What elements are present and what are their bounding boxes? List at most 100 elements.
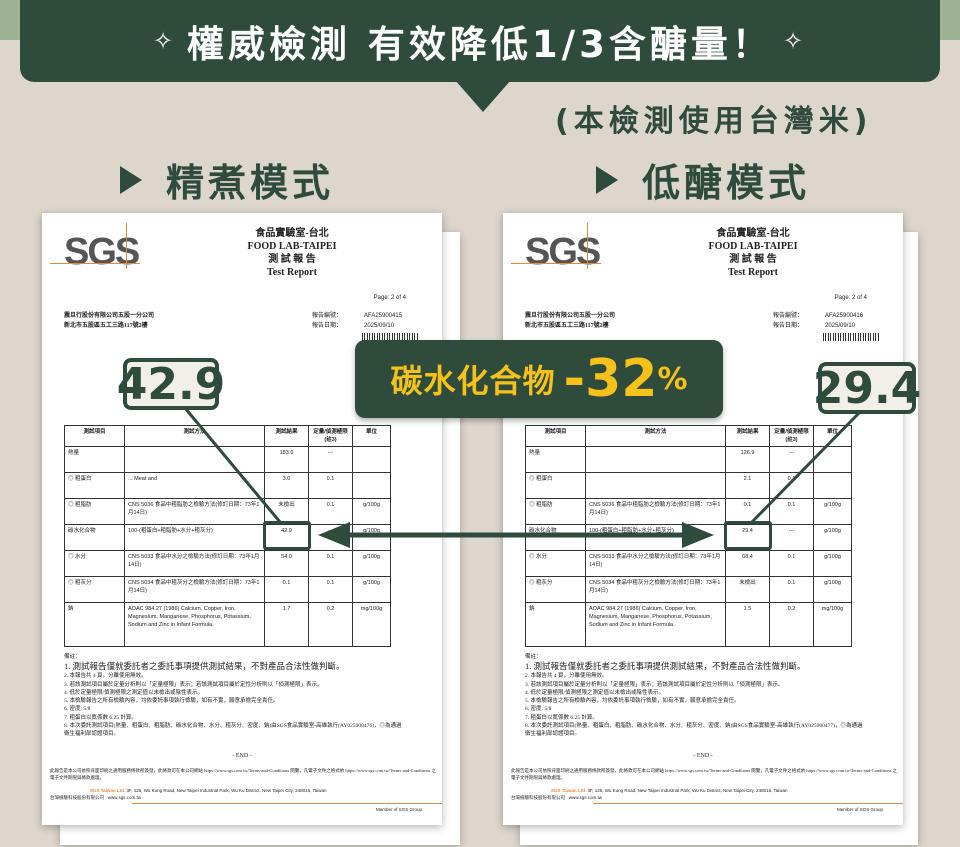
play-triangle-icon (120, 165, 142, 194)
method-cell: CNS 5033 食品中水分之檢驗方法(修訂日期：73年1月14日) (585, 550, 726, 577)
arrow-right-head-icon (682, 522, 714, 548)
company-name-en: SGS Taiwan Ltd. (90, 788, 126, 793)
note-item: 2. 本報告共 4 頁，分離使用無效。 (525, 673, 608, 680)
barcode (823, 333, 879, 341)
loq-cell: 0.1 (308, 498, 353, 525)
headline-banner: ✧ 權威檢測 有效降低1/3含醣量！ ✧ (20, 0, 940, 82)
note-item: 5. 本檢驗報告之所有檢驗內容，均依委託事項執行檢驗，如有不實，願意承擔完全責任… (64, 698, 279, 705)
notes-title: 備註： (64, 654, 81, 660)
footer-line (593, 803, 903, 804)
page-number: Page: 2 of 4 (373, 295, 406, 301)
end-marker: - END - (693, 753, 713, 759)
report-title-cn: 測 試 報 告 (729, 254, 777, 265)
table-header: 測試項目 測試方法 測試結果 定量/偵測極限(註3) 單位 (64, 425, 391, 447)
note-item: 8. 本次委託測試項目(熱量、粗蛋白、粗脂肪、碳水化合物、水分、粗灰分、密度、鈉… (64, 723, 402, 738)
test-report-low-sugar: SGS 食品實驗室-台北 FOOD LAB-TAIPEI 測 試 報 告 Test Re… (503, 213, 903, 825)
loq-cell: --- (308, 446, 353, 473)
note-item: 4. 低於定量極限/偵測極限之測定值以未檢出或陰性表示。 (64, 689, 204, 696)
report-date: 2025/09/10 (364, 323, 395, 329)
highlight-result-right (724, 521, 772, 550)
method-cell: CNS 5036 食品中粗脂肪之檢驗方法(修訂日期：73年1月14日) (585, 498, 726, 525)
item-cell: ◎ 粗蛋白 (525, 472, 586, 499)
unit-cell (352, 446, 391, 473)
notes-title: 備註： (525, 654, 542, 660)
carb-reduction-callout: 碳水化合物 -32 % (355, 340, 723, 418)
lab-name-cn: 食品實驗室-台北 (716, 228, 790, 239)
logo-line (126, 223, 127, 269)
play-triangle-icon (596, 165, 618, 194)
company-address: 3F, 125, Wu Kung Road, New Taipei Indust… (587, 788, 788, 793)
loq-cell: 0.2 (769, 602, 814, 647)
highlight-result-left (263, 521, 311, 550)
note-item: 6. 密度: 5/8 (64, 706, 91, 713)
mode-label-low-sugar: 低醣模式 (596, 152, 810, 207)
report-title-en: Test Report (728, 267, 778, 278)
carb-value-left: 42.9 (116, 358, 226, 410)
callout-value: -32 (563, 349, 658, 409)
table-row: ◎ 粗脂肪 CNS 5036 食品中粗脂肪之檢驗方法(修訂日期：73年1月14日)… (64, 498, 391, 525)
result-cell: 3.0 (264, 472, 309, 499)
callout-label: 碳水化合物 (390, 362, 556, 400)
item-cell: ◎ 粗灰分 (64, 576, 125, 603)
footer: SGS Taiwan Ltd. 3F, 125, Wu Kung Road, N… (511, 787, 901, 801)
notes: 備註： 1. 測試報告僅就委託者之委託事項提供測試結果，不對產品合法性做判斷。 2.… (64, 653, 404, 739)
sgs-logo: SGS (525, 231, 601, 273)
report-title-cn: 測 試 報 告 (268, 254, 316, 265)
company-name-cn: 台灣檢驗科技股份有限公司 (50, 795, 104, 800)
mode-label-text: 低醣模式 (642, 161, 811, 205)
company-address: 3F, 125, Wu Kung Road, New Taipei Indust… (126, 788, 327, 793)
website: www.sgs.com.tw (568, 795, 603, 800)
note-item: 2. 本報告共 4 頁，分離使用無效。 (64, 673, 147, 680)
method-cell (124, 446, 265, 473)
note-item: 4. 低於定量極限/偵測極限之測定值以未檢出或陰性表示。 (525, 689, 665, 696)
report-date: 2025/09/10 (825, 323, 856, 329)
method-cell (585, 446, 726, 473)
arrow-left-head-icon (318, 522, 350, 548)
results-table: 測試項目 測試方法 測試結果 定量/偵測極限(註3) 單位 熱量 126.9 --- ◎ 粗蛋白… (525, 425, 852, 647)
method-cell: AOAC 984.27 (1986) Calcium, Copper, Iron… (585, 602, 726, 647)
footer-line (132, 803, 442, 804)
report-title-en: Test Report (267, 267, 317, 278)
lab-name-en: FOOD LAB-TAIPEI (708, 241, 798, 252)
end-marker: - END - (232, 753, 252, 759)
method-cell: AOAC 984.27 (1986) Calcium, Copper, Iron… (124, 602, 265, 647)
client-info: 震旦行股份有限公司五股一分公司 新北市五股區五工三路117號2樓 (64, 311, 154, 331)
unit-cell: g/100g (813, 498, 852, 525)
note-item: 3. 若該測試項目屬於定量分析則以「定量極限」表示；若該測試項目屬於定性分析則以… (64, 681, 323, 688)
headline-text: 權威檢測 有效降低1/3含醣量！ (187, 23, 773, 66)
lab-header: 食品實驗室-台北 FOOD LAB-TAIPEI 測 試 報 告 Test Repor… (653, 227, 853, 279)
result-cell: 1.7 (264, 602, 309, 647)
client-name: 震旦行股份有限公司五股一分公司 (525, 313, 616, 319)
report-no: AFA25900415 (364, 313, 403, 319)
note-item: 8. 本次委託測試項目(熱量、粗蛋白、粗脂肪、碳水化合物、水分、粗灰分、密度、鈉… (525, 723, 863, 738)
logo-line (587, 223, 588, 269)
table-row: 熱量 183.6 --- (64, 446, 391, 473)
report-no-label: 報告編號： (773, 313, 804, 319)
sgs-logo: SGS (64, 231, 140, 273)
website: www.sgs.com.tw (107, 795, 142, 800)
lab-header: 食品實驗室-台北 FOOD LAB-TAIPEI 測 試 報 告 Test Repor… (192, 227, 392, 279)
method-cell: 100-(粗蛋白+粗脂肪+水分+粗灰分) (124, 524, 265, 551)
item-cell: 熱量 (64, 446, 125, 473)
column-header: 定量/偵測極限(註3) (308, 425, 353, 447)
table-row: ◎ 水分 CNS 5033 食品中水分之檢驗方法(修訂日期：73年1月14日) 54… (64, 550, 391, 577)
unit-cell: mg/100g (813, 602, 852, 647)
method-cell: CNS 5033 食品中水分之檢驗方法(修訂日期：73年1月14日) (124, 550, 265, 577)
sparkle-icon: ✧ (152, 27, 178, 55)
callout-unit: % (657, 361, 688, 397)
mode-label-fine-cook: 精煮模式 (120, 152, 334, 207)
client-address: 新北市五股區五工三路117號2樓 (64, 323, 148, 329)
legal-text: 此報告是本公司依照背面印刷之通用服務條款所簽發，此條款可在本公司網站 https… (50, 768, 437, 780)
table-row: 鈉 AOAC 984.27 (1986) Calcium, Copper, Iro… (525, 602, 852, 647)
company-name-en: SGS Taiwan Ltd. (551, 788, 587, 793)
lab-name-cn: 食品實驗室-台北 (255, 228, 329, 239)
sparkle-icon: ✧ (782, 27, 808, 55)
report-meta: 報告編號： AFA25900415 報告日期： 2025/09/10 (312, 311, 416, 331)
date-label: 報告日期： (773, 323, 804, 329)
page-number: Page: 2 of 4 (834, 295, 867, 301)
table-row: 熱量 126.9 --- (525, 446, 852, 473)
client-name: 震旦行股份有限公司五股一分公司 (64, 313, 155, 319)
logo-line (511, 263, 601, 264)
item-cell: 鈉 (525, 602, 586, 647)
client-address: 新北市五股區五工三路117號2樓 (525, 323, 609, 329)
